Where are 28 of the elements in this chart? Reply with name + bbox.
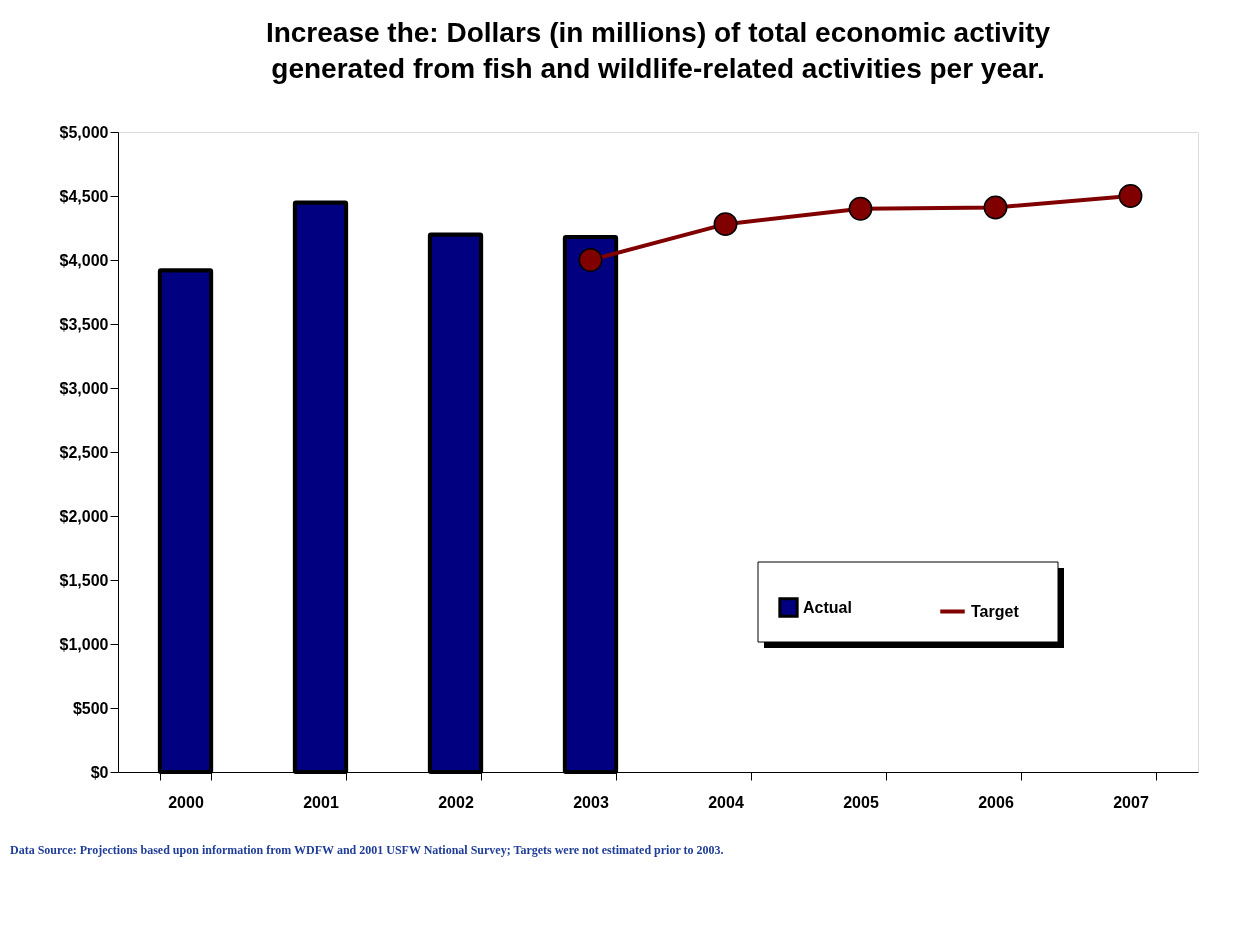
x-tick-label: 2001 xyxy=(303,793,339,811)
y-tick-label: $1,500 xyxy=(59,571,109,589)
y-tick-label: $2,500 xyxy=(59,443,109,461)
x-tick-label: 2003 xyxy=(573,793,609,811)
y-tick-label: $4,500 xyxy=(59,187,109,205)
x-tick-label: 2007 xyxy=(1113,793,1149,811)
y-tick-label: $2,000 xyxy=(59,507,109,525)
y-tick-label: $4,000 xyxy=(59,251,109,269)
point xyxy=(848,196,873,221)
x-tick-label: 2005 xyxy=(843,793,879,811)
x-tick-label: 2006 xyxy=(978,793,1014,811)
chart-title: Increase the: Dollars (in millions) of total economic activity generated from fish and wildlife-related activities per year. xyxy=(265,17,1051,84)
legend-label: Actual xyxy=(803,598,852,616)
point xyxy=(1118,184,1143,208)
x-tick-label: 2000 xyxy=(168,793,204,811)
x-tick-label: 2002 xyxy=(438,793,474,811)
legend-label: Target xyxy=(971,602,1020,620)
y-tick-label: $5,000 xyxy=(59,123,109,141)
y-tick-label: $3,500 xyxy=(59,315,109,333)
point xyxy=(713,212,738,237)
source-note: Data Source: Projections based upon information from WDFW and 2001 USFW National Survey; Targets were not estimated prior to 2003. xyxy=(10,843,724,857)
point xyxy=(983,195,1008,220)
y-tick-label: $500 xyxy=(72,699,109,717)
y-tick-label: $1,000 xyxy=(59,635,109,653)
point xyxy=(578,248,603,272)
x-tick-label: 2004 xyxy=(708,793,744,811)
y-tick-label: $0 xyxy=(90,763,109,781)
y-tick-label: $3,000 xyxy=(59,379,109,397)
